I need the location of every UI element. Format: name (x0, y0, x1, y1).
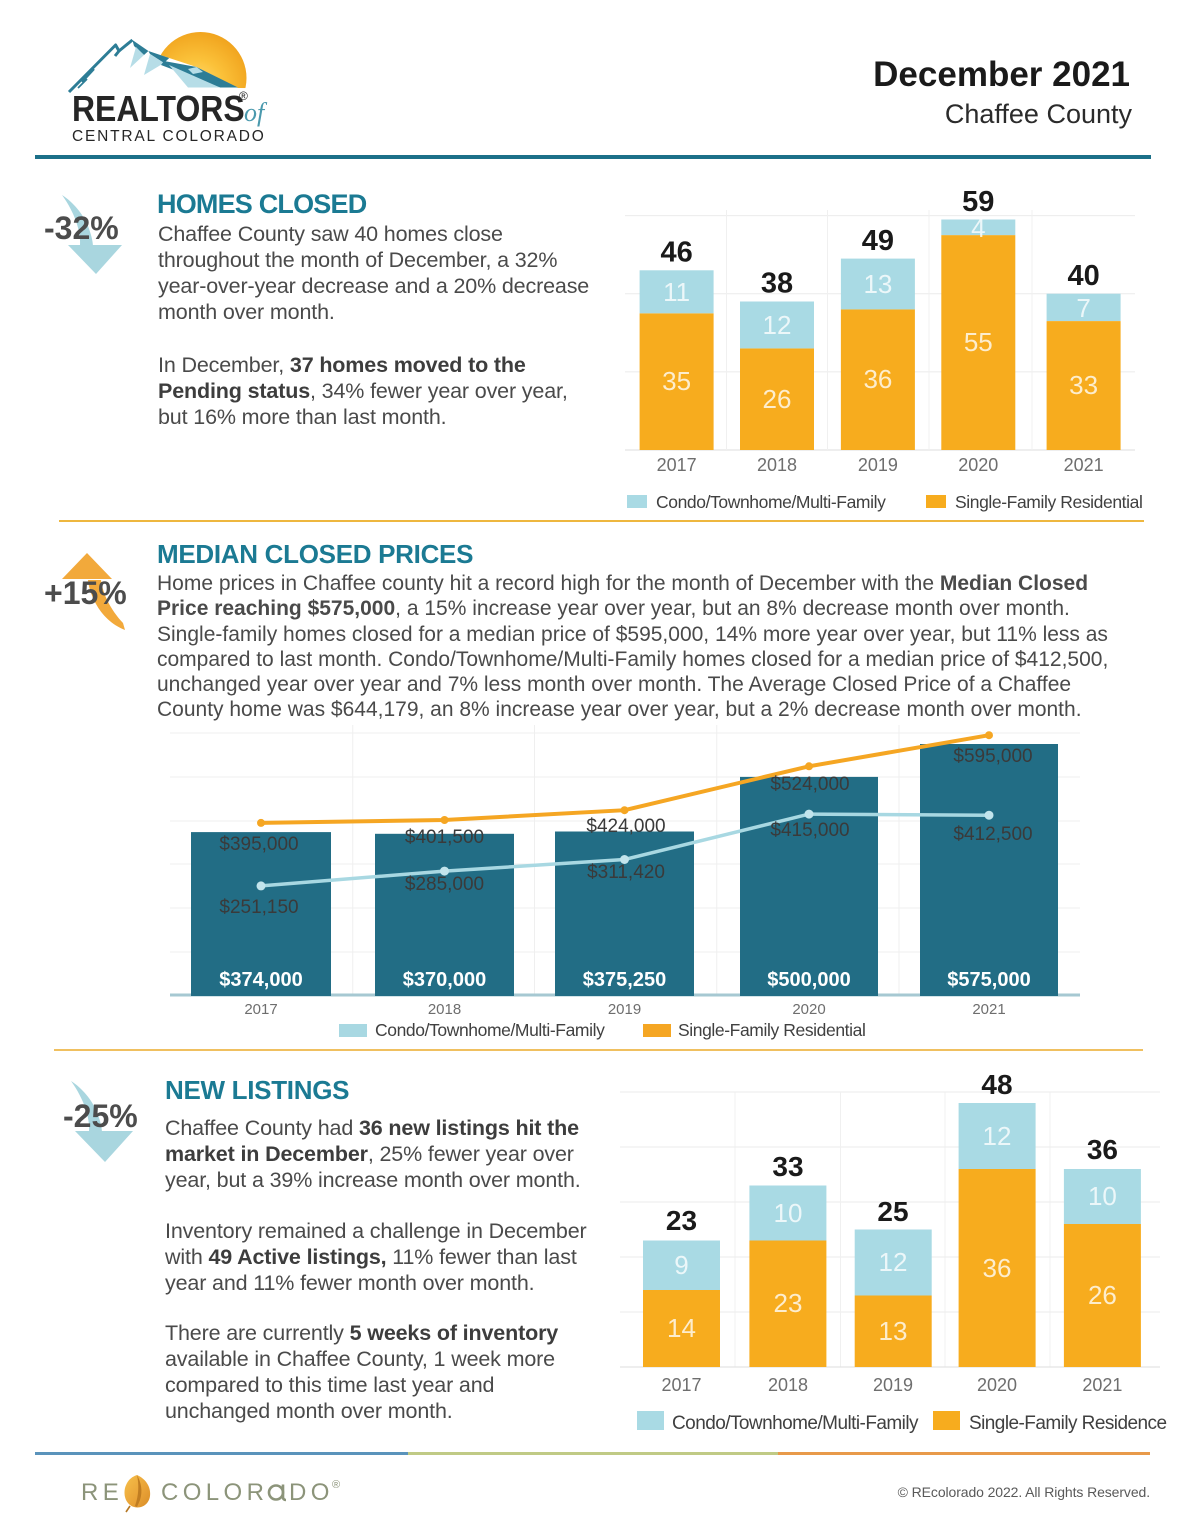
svg-text:2018: 2018 (768, 1375, 808, 1395)
svg-text:36: 36 (983, 1253, 1012, 1283)
svg-text:11: 11 (663, 277, 690, 307)
svg-text:36: 36 (1087, 1134, 1118, 1165)
svg-text:2019: 2019 (873, 1375, 913, 1395)
svg-text:®: ® (332, 1479, 340, 1491)
svg-text:2018: 2018 (757, 455, 797, 475)
svg-text:2019: 2019 (858, 455, 898, 475)
svg-text:®: ® (239, 89, 248, 103)
svg-text:COLOR: COLOR (161, 1479, 268, 1506)
svg-text:$575,000: $575,000 (947, 969, 1030, 991)
svg-text:23: 23 (666, 1205, 697, 1236)
svg-text:$251,150: $251,150 (219, 897, 298, 918)
svg-text:25: 25 (877, 1196, 908, 1227)
svg-text:2020: 2020 (958, 455, 998, 475)
svg-text:23: 23 (774, 1288, 803, 1318)
svg-text:$395,000: $395,000 (219, 834, 298, 855)
svg-text:$401,500: $401,500 (405, 827, 484, 848)
svg-text:2020: 2020 (792, 1001, 825, 1018)
svg-text:13: 13 (879, 1316, 908, 1346)
svg-text:$595,000: $595,000 (953, 746, 1032, 767)
svg-text:12: 12 (879, 1247, 908, 1277)
svg-text:7: 7 (1076, 293, 1090, 323)
svg-text:36: 36 (863, 364, 892, 394)
svg-text:2019: 2019 (608, 1001, 641, 1018)
svg-text:49: 49 (862, 225, 894, 257)
svg-text:REALTORS: REALTORS (72, 89, 245, 129)
svg-text:4: 4 (971, 213, 985, 243)
svg-text:CENTRAL COLORADO: CENTRAL COLORADO (72, 128, 266, 145)
svg-text:$412,500: $412,500 (953, 824, 1032, 845)
svg-text:10: 10 (774, 1198, 803, 1228)
svg-text:$374,000: $374,000 (219, 969, 302, 991)
svg-text:Condo/Townhome/Multi-Family: Condo/Townhome/Multi-Family (375, 1020, 605, 1040)
svg-text:2018: 2018 (428, 1001, 461, 1018)
svg-text:$370,000: $370,000 (403, 969, 486, 991)
svg-text:$311,420: $311,420 (587, 862, 665, 883)
svg-text:59: 59 (962, 186, 994, 218)
svg-text:$500,000: $500,000 (767, 969, 850, 991)
svg-text:of: of (244, 98, 268, 127)
svg-text:Single-Family Residential: Single-Family Residential (678, 1020, 865, 1040)
svg-text:2017: 2017 (657, 455, 697, 475)
svg-text:2017: 2017 (661, 1375, 701, 1395)
svg-text:RE: RE (81, 1479, 123, 1506)
svg-text:40: 40 (1067, 260, 1099, 292)
svg-text:2017: 2017 (244, 1001, 277, 1018)
svg-text:26: 26 (1088, 1280, 1117, 1310)
svg-text:9: 9 (674, 1250, 688, 1280)
svg-text:12: 12 (763, 310, 792, 340)
svg-text:2020: 2020 (977, 1375, 1017, 1395)
svg-text:2021: 2021 (1082, 1375, 1122, 1395)
svg-text:35: 35 (662, 366, 691, 396)
svg-text:$375,250: $375,250 (583, 969, 666, 991)
svg-text:$415,000: $415,000 (770, 820, 849, 841)
svg-text:2021: 2021 (1064, 455, 1104, 475)
svg-text:48: 48 (981, 1069, 1012, 1100)
svg-text:$424,000: $424,000 (586, 816, 665, 837)
svg-text:26: 26 (763, 384, 792, 414)
svg-text:$285,000: $285,000 (405, 874, 484, 895)
svg-text:33: 33 (772, 1151, 803, 1182)
svg-text:2021: 2021 (972, 1001, 1005, 1018)
svg-text:13: 13 (863, 269, 892, 299)
svg-text:10: 10 (1088, 1181, 1117, 1211)
svg-text:46: 46 (660, 237, 692, 269)
svg-text:12: 12 (983, 1121, 1012, 1151)
svg-text:33: 33 (1069, 370, 1098, 400)
svg-text:14: 14 (667, 1313, 696, 1343)
svg-text:DO: DO (289, 1479, 334, 1506)
svg-text:$524,000: $524,000 (770, 774, 849, 795)
svg-text:55: 55 (964, 327, 993, 357)
svg-text:38: 38 (761, 268, 793, 300)
